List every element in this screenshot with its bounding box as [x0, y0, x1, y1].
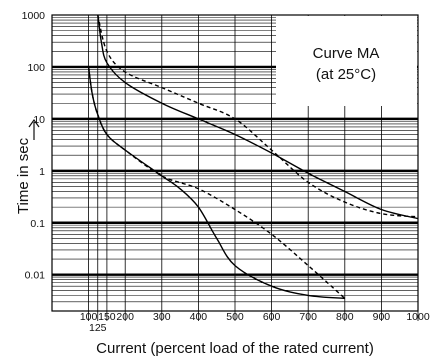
x-tick-label: 300 [153, 311, 171, 323]
x-tick-label: 600 [263, 311, 281, 323]
y-tick-label: 1 [39, 166, 45, 178]
annotation-line-1: Curve MA [313, 45, 380, 62]
x-tick-label: 125 [89, 322, 107, 334]
x-tick-label: 700 [299, 311, 317, 323]
plot-frame [51, 14, 419, 312]
y-tick-label: 0.1 [30, 218, 45, 230]
series-line-2-dashed [97, 14, 419, 218]
series-line-1-solid [97, 14, 419, 220]
x-tick-label: 800 [336, 311, 354, 323]
x-tick-label: 150 [98, 311, 116, 323]
x-tick-label: 100 [80, 311, 98, 323]
y-tick-label: 1000 [22, 10, 46, 22]
y-axis-label: Time in sec [15, 137, 32, 214]
y-tick-label: 100 [27, 62, 45, 74]
annotation-line-2: (at 25°C) [316, 66, 376, 83]
x-tick-label: 400 [190, 311, 208, 323]
y-tick-label: 10 [33, 114, 45, 126]
x-tick-label: 500 [226, 311, 244, 323]
y-tick-label: 0.01 [25, 270, 46, 282]
x-tick-label: 200 [116, 311, 134, 323]
x-tick-label: 1000 [406, 311, 430, 323]
x-tick-label: 900 [373, 311, 391, 323]
series-layer [87, 14, 419, 300]
annotation-box [276, 16, 417, 106]
series-line-4-dashed [87, 66, 346, 299]
series-line-3-solid [87, 66, 345, 300]
y-axis-arrow [28, 118, 40, 140]
x-axis-label: Current (percent load of the rated curre… [96, 340, 374, 357]
